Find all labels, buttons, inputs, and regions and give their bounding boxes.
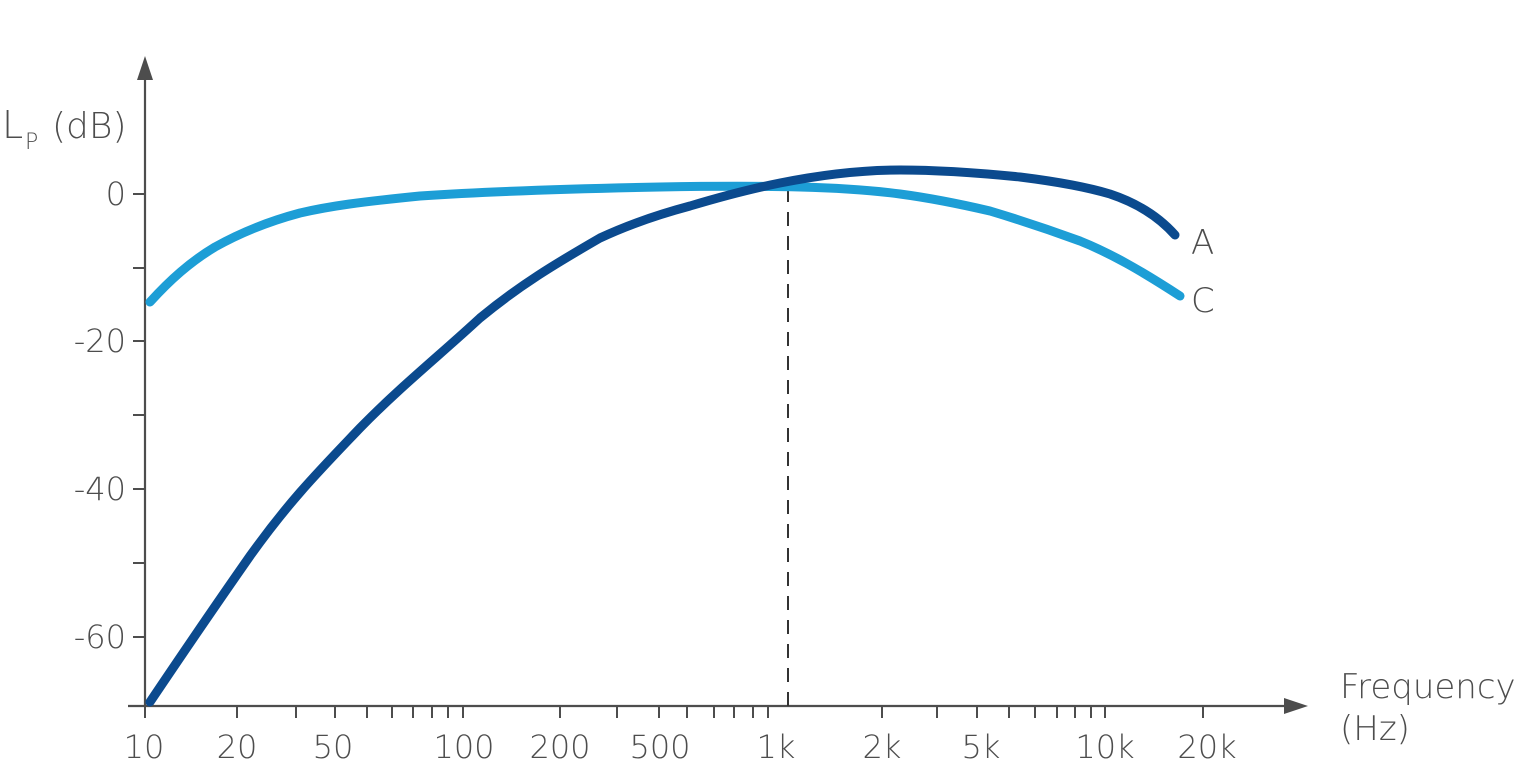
- y-axis-arrow-icon: [137, 56, 153, 80]
- x-tick-label: 10: [124, 728, 165, 766]
- x-tick-label: 20k: [1177, 728, 1236, 766]
- series-a-label: A: [1191, 223, 1214, 263]
- x-tick-label: 2k: [863, 728, 902, 766]
- x-tick-label: 500: [629, 728, 690, 766]
- y-tick-label: -60: [74, 618, 126, 656]
- x-ticks: [144, 706, 1204, 718]
- x-axis-label-line2: (Hz): [1340, 709, 1410, 749]
- y-axis-label-subscript: P: [25, 130, 38, 155]
- x-axis-arrow-icon: [1284, 698, 1308, 714]
- series-c-curve: [145, 181, 1185, 307]
- y-ticks: [133, 193, 145, 638]
- y-axis-label-unit: (dB): [52, 106, 127, 147]
- x-tick-label: 5k: [962, 728, 1001, 766]
- x-tick-label: 20: [217, 728, 258, 766]
- y-axis-label-main: L: [2, 103, 23, 147]
- x-tick-label: 200: [529, 728, 590, 766]
- x-tick-label: 100: [433, 728, 494, 766]
- x-tick-label: 50: [313, 728, 354, 766]
- y-tick-label: -20: [74, 322, 126, 360]
- y-tick-label: 0: [106, 175, 126, 213]
- y-tick-label: -40: [74, 470, 126, 508]
- series-a-curve: [145, 165, 1180, 707]
- x-axis-label-line1: Frequency: [1340, 667, 1516, 707]
- series-c-label: C: [1191, 281, 1215, 321]
- x-tick-label: 10k: [1075, 728, 1134, 766]
- x-tick-label: 1k: [757, 728, 796, 766]
